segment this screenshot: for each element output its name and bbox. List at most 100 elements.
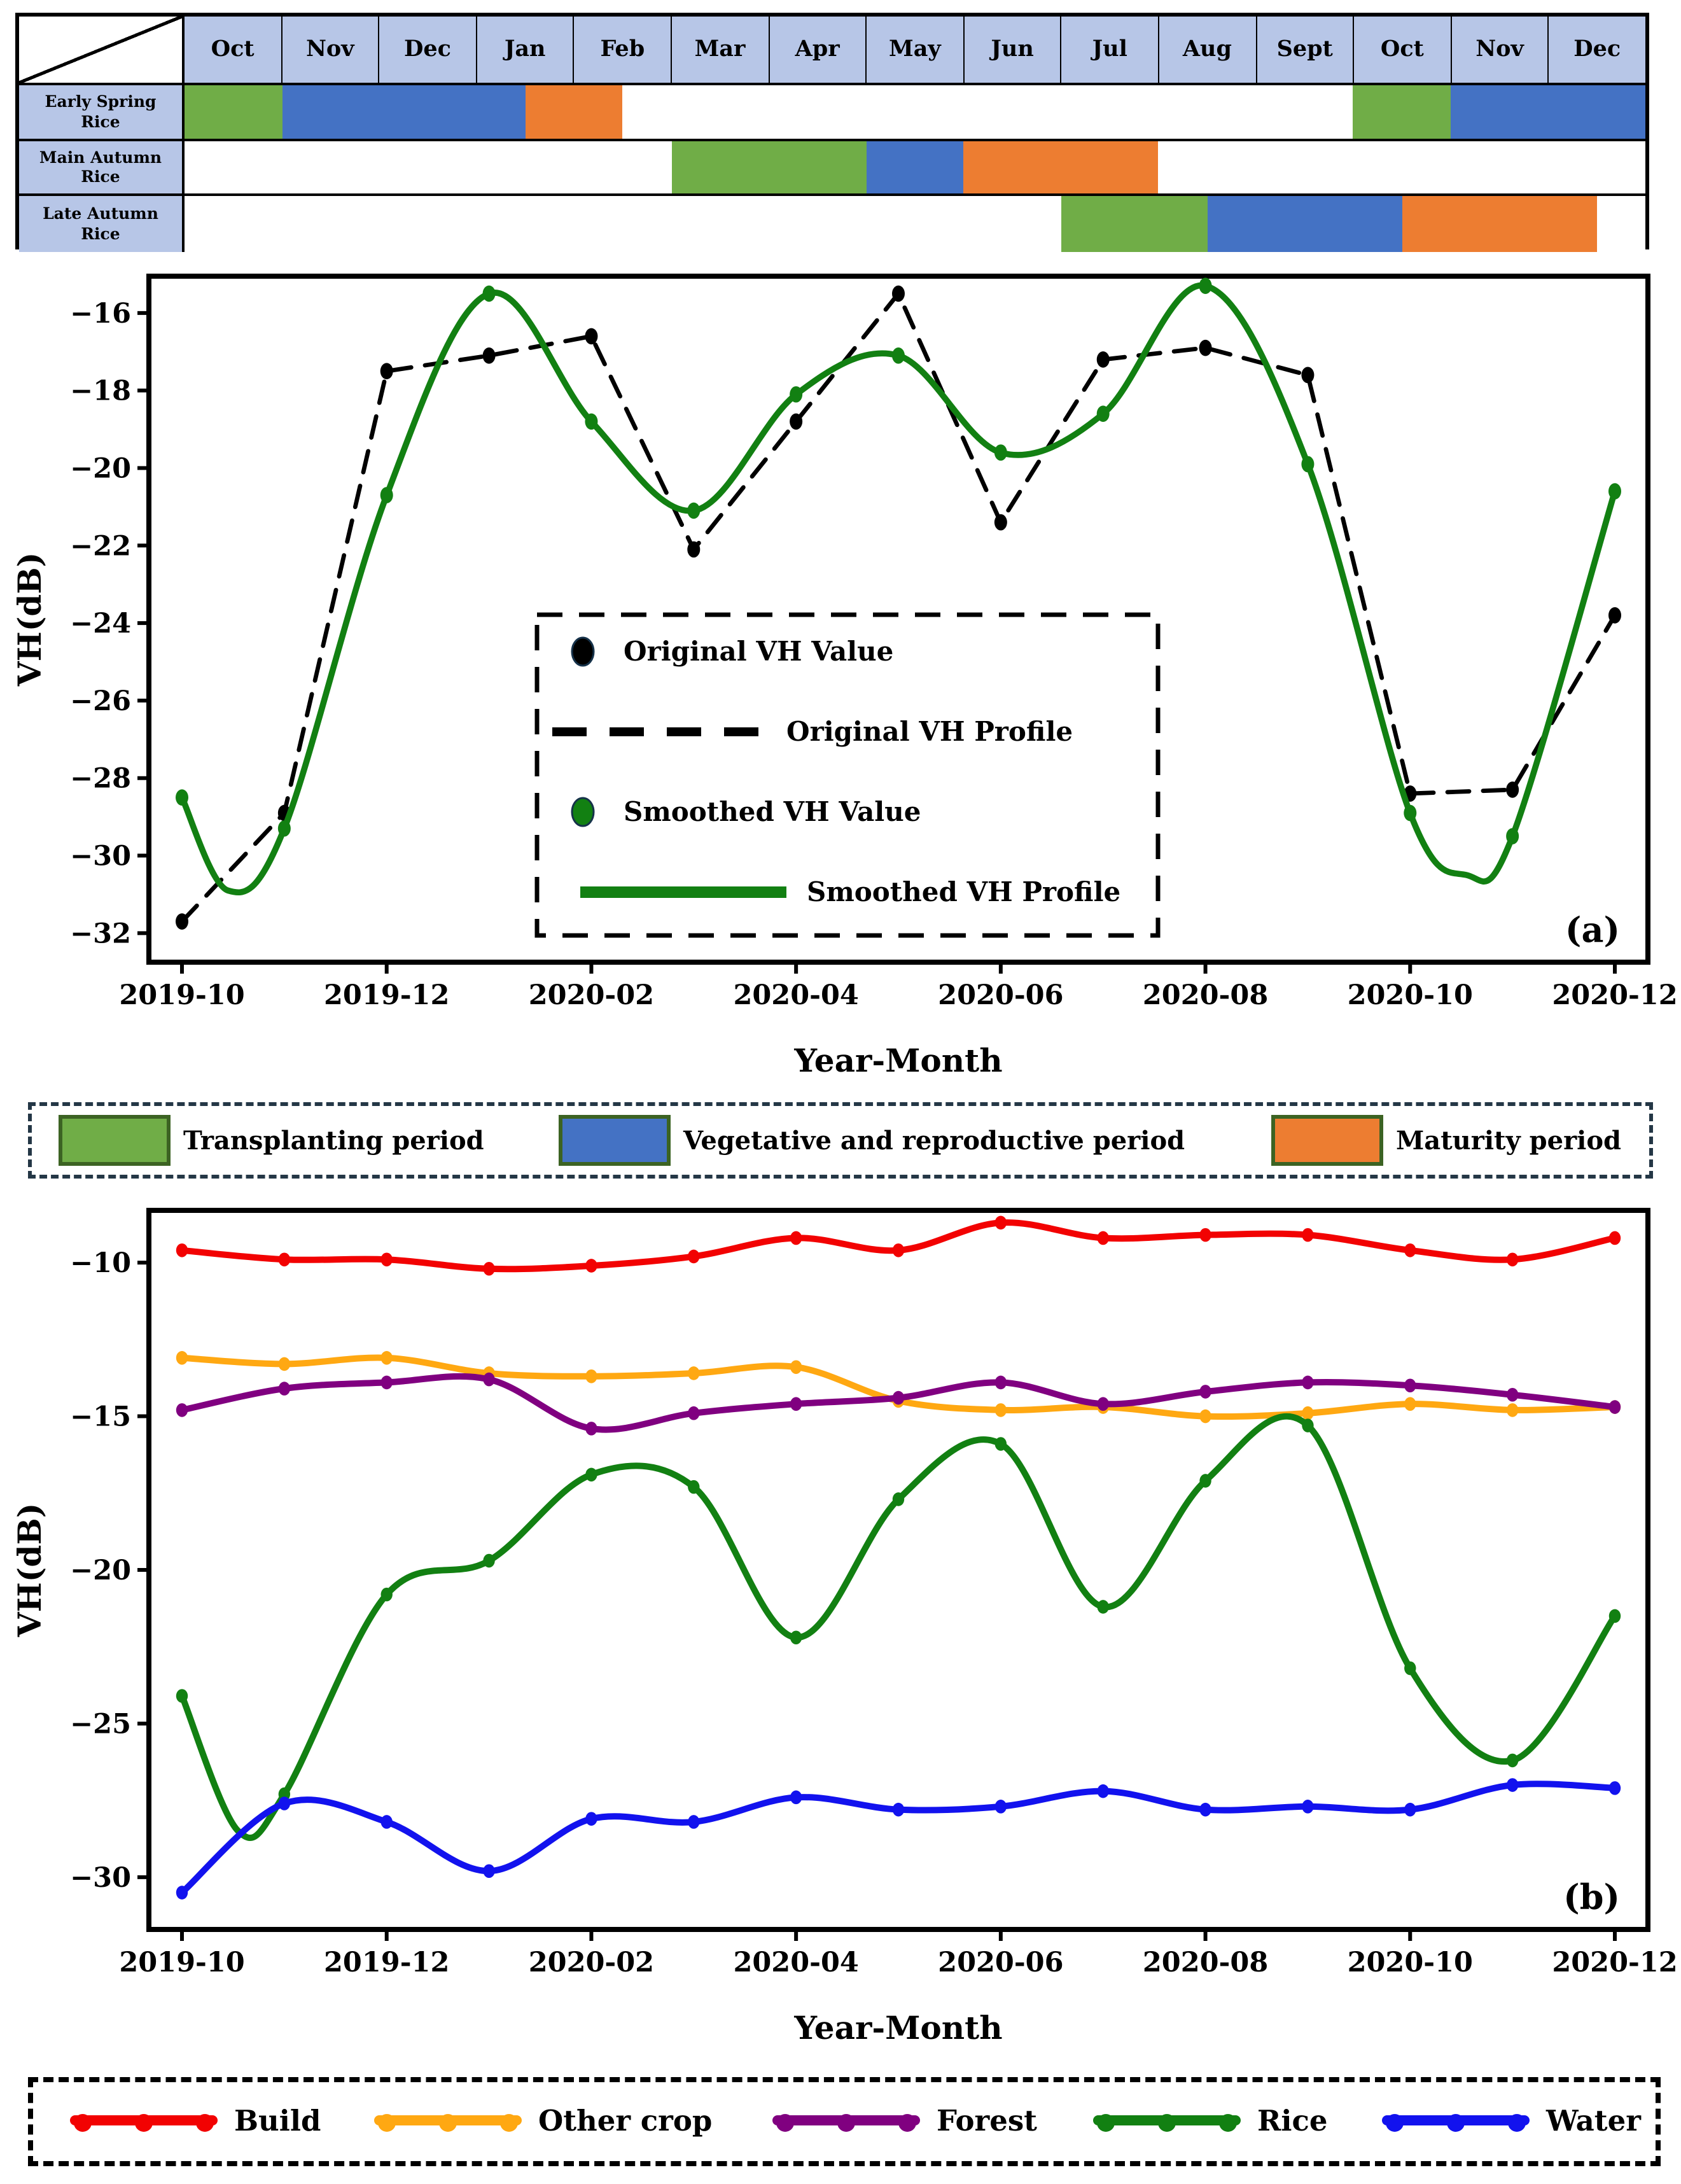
x-tick-label: 2020-10 [1348, 1947, 1473, 1978]
calendar-segment-maturity [963, 141, 1159, 193]
landcover-legend-label: Water [1546, 2105, 1641, 2138]
data-point-rice [1506, 1753, 1519, 1768]
y-tick-label: −22 [70, 530, 131, 562]
calendar-row-label: Early Spring Rice [19, 85, 185, 138]
data-point-other-crop [1506, 1403, 1519, 1417]
y-tick-label: −15 [70, 1401, 131, 1433]
data-point-forest [892, 1390, 905, 1405]
data-point-original-vh-profile [482, 347, 496, 364]
data-point-original-vh-profile [994, 514, 1007, 531]
landcover-legend-label: Forest [937, 2105, 1037, 2138]
data-point-smoothed-vh-profile [1301, 456, 1315, 473]
data-point-forest [585, 1422, 597, 1436]
y-tick-label: −30 [70, 841, 131, 872]
legend-line-sample [1382, 2114, 1530, 2132]
data-point-build [892, 1243, 905, 1257]
chart-legend-box [534, 612, 1161, 938]
data-point-other-crop [585, 1369, 597, 1383]
y-tick-label: −30 [70, 1862, 131, 1894]
data-point-forest [1302, 1375, 1314, 1390]
data-point-build [688, 1249, 700, 1264]
period-legend-label: Vegetative and reproductive period [683, 1125, 1185, 1156]
data-point-original-vh-profile [585, 328, 598, 345]
calendar-month-header-2: Dec [379, 17, 477, 83]
data-point-original-vh-profile [1301, 367, 1315, 384]
x-tick-label: 2019-10 [119, 979, 244, 1011]
series-line-rice [179, 1413, 1618, 1841]
data-point-water [1608, 1781, 1621, 1795]
data-point-smoothed-vh-profile [277, 820, 291, 837]
data-point-original-vh-profile [1506, 781, 1519, 798]
data-point-build [380, 1252, 393, 1267]
data-point-other-crop [176, 1350, 188, 1365]
y-tick-label: −28 [70, 763, 131, 795]
data-point-smoothed-vh-profile [585, 413, 598, 430]
x-tick-label: 2020-02 [529, 1947, 654, 1978]
calendar-segment-maturity [525, 85, 623, 138]
y-axis-title: VH(dB) [11, 1503, 48, 1638]
calendar-month-header-6: Apr [769, 17, 867, 83]
x-tick-label: 2020-08 [1143, 979, 1268, 1011]
data-point-rice [790, 1630, 802, 1645]
series-line-water [179, 1781, 1618, 1896]
data-point-rice [892, 1492, 905, 1506]
x-tick-label: 2020-04 [733, 1947, 858, 1978]
data-point-build [994, 1215, 1007, 1230]
data-point-smoothed-vh-profile [380, 487, 393, 503]
data-point-build [585, 1259, 597, 1273]
data-point-forest [1608, 1400, 1621, 1414]
panel-label-a: (a) [1565, 909, 1620, 950]
data-point-rice [176, 1689, 188, 1703]
data-point-other-crop [994, 1403, 1007, 1417]
vegetative-swatch [559, 1115, 671, 1166]
calendar-row-track [185, 141, 1645, 193]
landcover-legend-item-build: Build [70, 2082, 321, 2161]
data-point-other-crop [1302, 1406, 1314, 1420]
data-point-original-vh-profile [1199, 339, 1212, 356]
calendar-corner-cell [19, 17, 185, 83]
data-point-other-crop [278, 1357, 291, 1371]
calendar-segment-maturity [1402, 196, 1597, 251]
x-tick-label: 2020-06 [938, 1947, 1063, 1978]
calendar-row-2: Late Autumn Rice [19, 196, 1645, 251]
calendar-body: Early Spring Rice Main Autumn Rice Late Au… [19, 85, 1645, 251]
data-point-water [1404, 1802, 1416, 1817]
y-tick-label: −16 [70, 298, 131, 330]
x-tick-label: 2019-10 [119, 1947, 244, 1978]
data-point-forest [278, 1382, 291, 1396]
data-point-build [1506, 1252, 1519, 1267]
plot-border [146, 1208, 1650, 1932]
chart-b-landcover-vh: −10 −15 −20 −25 −30 2019-10 2019-12 2020-02 2020… [11, 1208, 1678, 2047]
data-point-rice [1302, 1418, 1314, 1432]
data-point-smoothed-vh-profile [176, 789, 188, 806]
legend-line-sample [70, 2114, 218, 2132]
data-point-forest [994, 1375, 1007, 1390]
data-point-smoothed-vh-profile [1404, 804, 1417, 822]
data-point-smoothed-vh-profile [482, 285, 496, 302]
calendar-row-1: Main Autumn Rice [19, 141, 1645, 196]
data-point-other-crop [790, 1360, 802, 1375]
landcover-legend-label: Build [234, 2105, 321, 2138]
landcover-legend-item-forest: Forest [772, 2082, 1037, 2161]
series-line-smoothed-vh-profile [179, 282, 1618, 896]
data-point-rice [1404, 1661, 1416, 1676]
data-point-water [994, 1800, 1007, 1814]
x-tick-label: 2020-10 [1348, 979, 1473, 1011]
calendar-row-track [185, 85, 1645, 138]
data-point-other-crop [1199, 1409, 1211, 1424]
calendar-month-header-10: Aug [1159, 17, 1257, 83]
calendar-month-header-13: Nov [1451, 17, 1549, 83]
y-axis-title: VH(dB) [11, 552, 48, 687]
data-point-build [483, 1261, 495, 1276]
data-point-forest [1506, 1387, 1519, 1402]
data-point-water [483, 1864, 495, 1879]
landcover-legend-label: Rice [1257, 2105, 1328, 2138]
data-point-rice [483, 1553, 495, 1568]
data-point-forest [483, 1372, 495, 1387]
calendar-month-header-9: Jul [1061, 17, 1159, 83]
data-point-other-crop [1404, 1397, 1416, 1411]
legend-entry-label: Smoothed VH Profile [807, 876, 1120, 907]
period-legend-item-maturity: Maturity period [1271, 1106, 1621, 1175]
calendar-row-track [185, 196, 1645, 251]
